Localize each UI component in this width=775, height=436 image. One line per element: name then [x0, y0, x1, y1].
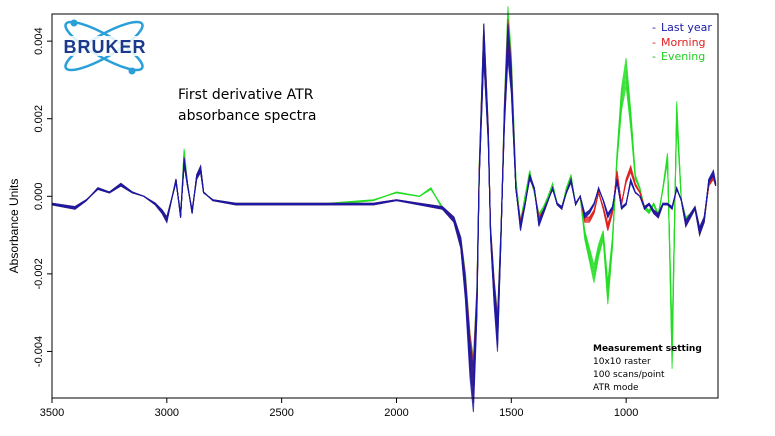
plot-frame [51, 13, 719, 399]
annotation-title-line2: absorbance spectra [178, 108, 317, 124]
y-tick-label: -0.002 [33, 258, 45, 289]
series-line-last-year [51, 23, 717, 413]
bruker-logo: BRUKER [56, 19, 154, 75]
y-tick-label: -0.004 [33, 336, 45, 367]
measurement-line-2: 100 scans/point [593, 370, 665, 380]
x-tick-label: 2500 [269, 407, 293, 419]
legend: - Last year - Morning - Evening [652, 21, 712, 63]
y-axis-title: Absorbance Units [7, 179, 21, 274]
x-tick-label: 3000 [155, 407, 179, 419]
legend-label-evening: Evening [661, 50, 705, 63]
x-tick-label: 1500 [499, 407, 523, 419]
y-tick-label: 0.004 [33, 27, 45, 55]
x-tick-label: 2000 [384, 407, 408, 419]
y-tick-label: 0.002 [33, 105, 45, 133]
annotation-title-line1: First derivative ATR [178, 87, 314, 103]
legend-dash-last-year: - [652, 21, 656, 34]
y-tick-label: 0.000 [33, 183, 45, 211]
measurement-line-3: ATR mode [593, 383, 639, 393]
x-tick-label: 1000 [614, 407, 638, 419]
measurement-line-1: 10x10 raster [593, 357, 651, 367]
logo-text: BRUKER [63, 37, 146, 57]
legend-dash-morning: - [652, 36, 656, 49]
legend-label-last-year: Last year [661, 21, 712, 34]
legend-label-morning: Morning [661, 36, 706, 49]
series-layer [51, 6, 717, 413]
x-tick-label: 3500 [40, 407, 64, 419]
legend-dash-evening: - [652, 50, 656, 63]
measurement-heading: Measurement setting [593, 344, 702, 354]
axis-layer: 3500 3000 2500 2000 1500 1000-0.004-0.0020.00… [7, 13, 719, 419]
